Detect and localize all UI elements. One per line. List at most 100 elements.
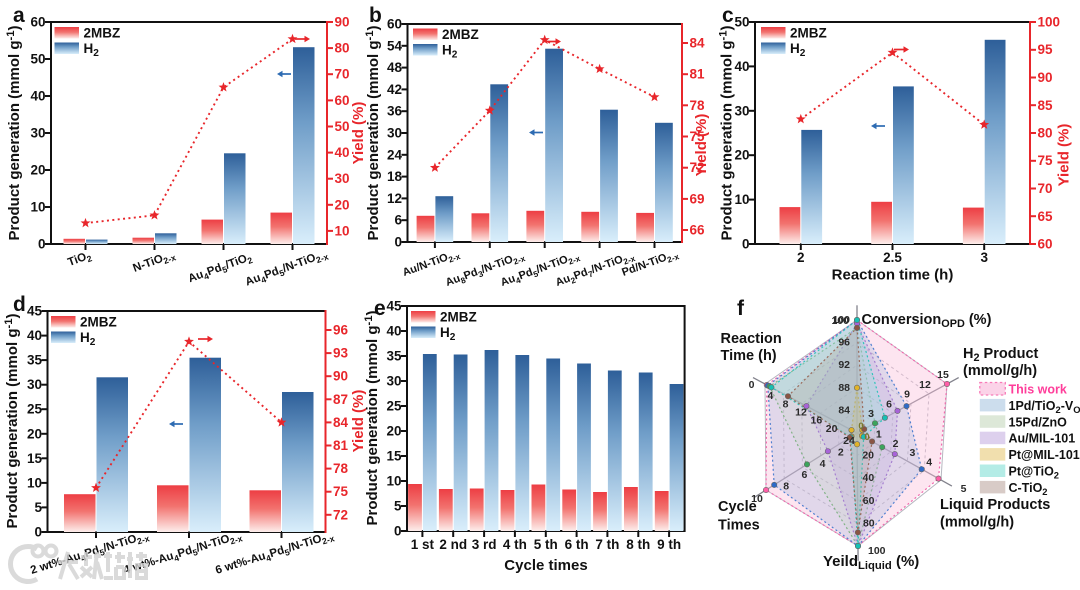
svg-text:20: 20 — [27, 426, 42, 441]
svg-text:70: 70 — [1038, 181, 1053, 196]
svg-text:16: 16 — [811, 415, 823, 427]
svg-text:Liquid Products: Liquid Products — [940, 497, 1050, 513]
svg-text:10: 10 — [30, 200, 45, 215]
svg-text:2MBZ: 2MBZ — [80, 315, 117, 330]
svg-text:10: 10 — [734, 192, 749, 207]
svg-text:2MBZ: 2MBZ — [84, 26, 121, 41]
svg-text:93: 93 — [333, 346, 349, 361]
svg-text:Au/MIL-101: Au/MIL-101 — [1009, 432, 1076, 446]
svg-text:0: 0 — [742, 237, 750, 252]
svg-text:20: 20 — [734, 148, 749, 163]
svg-text:96: 96 — [838, 337, 850, 349]
svg-text:4: 4 — [767, 390, 773, 402]
svg-text:30: 30 — [30, 126, 45, 141]
svg-text:e: e — [374, 297, 386, 320]
svg-text:20: 20 — [30, 163, 45, 178]
svg-text:Times: Times — [718, 518, 760, 534]
svg-text:2 nd: 2 nd — [439, 537, 467, 552]
svg-text:40: 40 — [863, 472, 875, 484]
svg-text:42: 42 — [387, 82, 402, 97]
svg-text:Time (h): Time (h) — [721, 348, 777, 364]
svg-text:0: 0 — [749, 379, 755, 391]
svg-text:18: 18 — [387, 169, 403, 184]
svg-text:40: 40 — [30, 89, 45, 104]
svg-text:2MBZ: 2MBZ — [442, 27, 479, 42]
svg-text:70: 70 — [335, 67, 350, 82]
svg-text:6: 6 — [886, 398, 892, 410]
svg-text:95: 95 — [1038, 42, 1054, 57]
svg-text:Reaction time (h): Reaction time (h) — [832, 267, 954, 284]
svg-text:2MBZ: 2MBZ — [440, 310, 477, 325]
svg-text:20: 20 — [335, 197, 350, 212]
svg-text:(mmol/g/h): (mmol/g/h) — [940, 515, 1014, 531]
svg-text:88: 88 — [838, 382, 850, 394]
svg-text:72: 72 — [333, 507, 348, 522]
svg-text:12: 12 — [919, 379, 931, 391]
svg-text:40: 40 — [734, 59, 749, 74]
svg-text:30: 30 — [27, 377, 42, 392]
svg-text:24: 24 — [843, 435, 855, 447]
svg-text:c: c — [722, 4, 734, 27]
svg-text:0: 0 — [858, 421, 863, 432]
svg-text:85: 85 — [1038, 98, 1054, 113]
svg-text:100: 100 — [831, 315, 849, 327]
svg-text:Pt@MIL-101: Pt@MIL-101 — [1009, 448, 1080, 462]
svg-text:84: 84 — [333, 415, 349, 430]
svg-text:90: 90 — [335, 15, 350, 30]
svg-text:b: b — [369, 4, 382, 27]
svg-text:30: 30 — [734, 103, 749, 118]
svg-text:84: 84 — [690, 36, 706, 51]
svg-text:5 th: 5 th — [534, 537, 558, 552]
svg-text:0: 0 — [864, 432, 869, 443]
svg-text:48: 48 — [387, 60, 403, 75]
svg-text:40: 40 — [386, 324, 401, 339]
svg-text:C-TiO2​: C-TiO2​ — [1009, 481, 1048, 497]
svg-text:24: 24 — [387, 147, 403, 162]
svg-text:0: 0 — [38, 237, 46, 252]
svg-text:100: 100 — [868, 545, 886, 557]
svg-text:8: 8 — [783, 481, 789, 493]
svg-text:81: 81 — [333, 438, 349, 453]
svg-text:Reaction: Reaction — [721, 331, 782, 347]
svg-text:(mmol/g/h): (mmol/g/h) — [963, 363, 1037, 379]
svg-text:2: 2 — [838, 446, 844, 458]
svg-text:Yield (%): Yield (%) — [693, 114, 710, 177]
svg-text:78: 78 — [333, 461, 349, 476]
svg-text:6: 6 — [801, 469, 807, 481]
svg-text:50: 50 — [335, 119, 350, 134]
svg-text:15Pd/ZnO: 15Pd/ZnO — [1009, 415, 1068, 429]
svg-text:4: 4 — [820, 458, 826, 470]
svg-text:ConversionOPD​ (%): ConversionOPD​ (%) — [862, 312, 992, 330]
svg-text:30: 30 — [335, 171, 350, 186]
svg-text:d: d — [13, 293, 26, 316]
svg-text:12: 12 — [387, 191, 402, 206]
svg-text:90: 90 — [1038, 70, 1053, 85]
svg-text:45: 45 — [27, 304, 43, 319]
svg-text:1: 1 — [876, 428, 882, 440]
svg-text:Product generation (mmol g-1​): Product generation (mmol g-1​) — [3, 313, 21, 528]
svg-text:4 th: 4 th — [503, 537, 527, 552]
svg-text:60: 60 — [335, 93, 350, 108]
svg-text:5: 5 — [34, 500, 42, 515]
svg-text:10: 10 — [386, 474, 401, 489]
svg-text:60: 60 — [1038, 237, 1053, 252]
svg-text:40: 40 — [27, 328, 42, 343]
svg-text:Cycle times: Cycle times — [504, 557, 587, 574]
svg-text:78: 78 — [690, 98, 706, 113]
svg-text:2.5: 2.5 — [883, 250, 902, 265]
svg-text:8: 8 — [783, 398, 789, 410]
svg-text:60: 60 — [863, 495, 875, 507]
svg-text:1 st: 1 st — [411, 537, 435, 552]
svg-text:5: 5 — [394, 499, 402, 514]
svg-text:a: a — [13, 4, 25, 27]
svg-text:Product generation (mmol g-1​): Product generation (mmol g-1​) — [5, 25, 23, 240]
svg-text:45: 45 — [386, 299, 402, 314]
svg-text:Product generation (mmol g-1​): Product generation (mmol g-1​) — [718, 25, 736, 240]
svg-text:20: 20 — [826, 423, 838, 435]
svg-text:8 th: 8 th — [626, 537, 650, 552]
svg-text:1Pd/TiO2​-VO​: 1Pd/TiO2​-VO​ — [1009, 399, 1080, 415]
svg-text:15: 15 — [386, 449, 402, 464]
svg-text:60: 60 — [387, 17, 402, 32]
svg-text:9 th: 9 th — [657, 537, 681, 552]
svg-text:35: 35 — [27, 353, 43, 368]
